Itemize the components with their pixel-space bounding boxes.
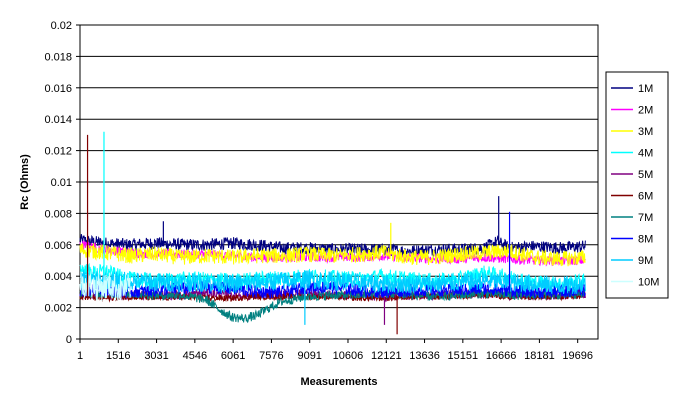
x-tick-label: 12121 bbox=[371, 350, 402, 362]
y-axis-title: Rc (Ohms) bbox=[19, 154, 31, 210]
x-tick-label: 10606 bbox=[333, 350, 364, 362]
y-tick-label: 0.012 bbox=[44, 146, 72, 158]
x-tick-label: 18181 bbox=[524, 350, 555, 362]
x-tick-label: 1516 bbox=[106, 350, 130, 362]
y-tick-label: 0.008 bbox=[44, 208, 72, 220]
legend-label-4M: 4M bbox=[638, 148, 653, 160]
legend-label-7M: 7M bbox=[638, 212, 653, 224]
legend-label-8M: 8M bbox=[638, 234, 653, 246]
x-tick-label: 13636 bbox=[409, 350, 440, 362]
x-tick-label: 4546 bbox=[183, 350, 207, 362]
y-tick-label: 0.016 bbox=[44, 83, 72, 95]
y-tick-label: 0.01 bbox=[51, 177, 72, 189]
legend-label-2M: 2M bbox=[638, 105, 653, 117]
x-tick-label: 7576 bbox=[259, 350, 283, 362]
y-tick-label: 0.002 bbox=[44, 303, 72, 315]
y-tick-label: 0.004 bbox=[44, 271, 72, 283]
series-line-3M bbox=[79, 243, 586, 267]
legend-label-5M: 5M bbox=[638, 169, 653, 181]
legend-label-6M: 6M bbox=[638, 191, 653, 203]
y-tick-label: 0.018 bbox=[44, 51, 72, 63]
legend: 1M 2M 3M 4M 5M 6M 7M 8M 9M 10M bbox=[605, 71, 669, 299]
x-tick-label: 15151 bbox=[448, 350, 479, 362]
y-tick-label: 0.02 bbox=[51, 20, 72, 32]
y-tick-label: 0.006 bbox=[44, 240, 72, 252]
spike-layer bbox=[86, 131, 511, 335]
x-tick-label: 16666 bbox=[486, 350, 517, 362]
x-tick-label: 6061 bbox=[221, 350, 245, 362]
legend-box bbox=[605, 71, 669, 299]
y-axis-ticks: 0 0.002 0.004 0.006 0.008 0.01 0.012 0.014 0.016… bbox=[44, 20, 80, 346]
legend-label-10M: 10M bbox=[638, 277, 659, 289]
x-axis-ticks: 1 1516 3031 4546 6061 7576 9091 10606 12121 13636… bbox=[77, 339, 593, 362]
legend-label-9M: 9M bbox=[638, 255, 653, 267]
x-tick-label: 3031 bbox=[144, 350, 168, 362]
x-tick-label: 9091 bbox=[297, 350, 321, 362]
series-layer bbox=[79, 233, 586, 324]
legend-label-1M: 1M bbox=[638, 83, 653, 95]
series-line-10M bbox=[79, 271, 132, 301]
x-tick-label: 1 bbox=[77, 350, 83, 362]
y-tick-label: 0 bbox=[66, 334, 72, 346]
y-tick-label: 0.014 bbox=[44, 114, 72, 126]
x-axis-title: Measurements bbox=[300, 376, 377, 388]
legend-label-3M: 3M bbox=[638, 126, 653, 138]
series-line-9M bbox=[79, 270, 586, 295]
x-tick-label: 19696 bbox=[562, 350, 593, 362]
series-line-1M bbox=[79, 233, 586, 258]
